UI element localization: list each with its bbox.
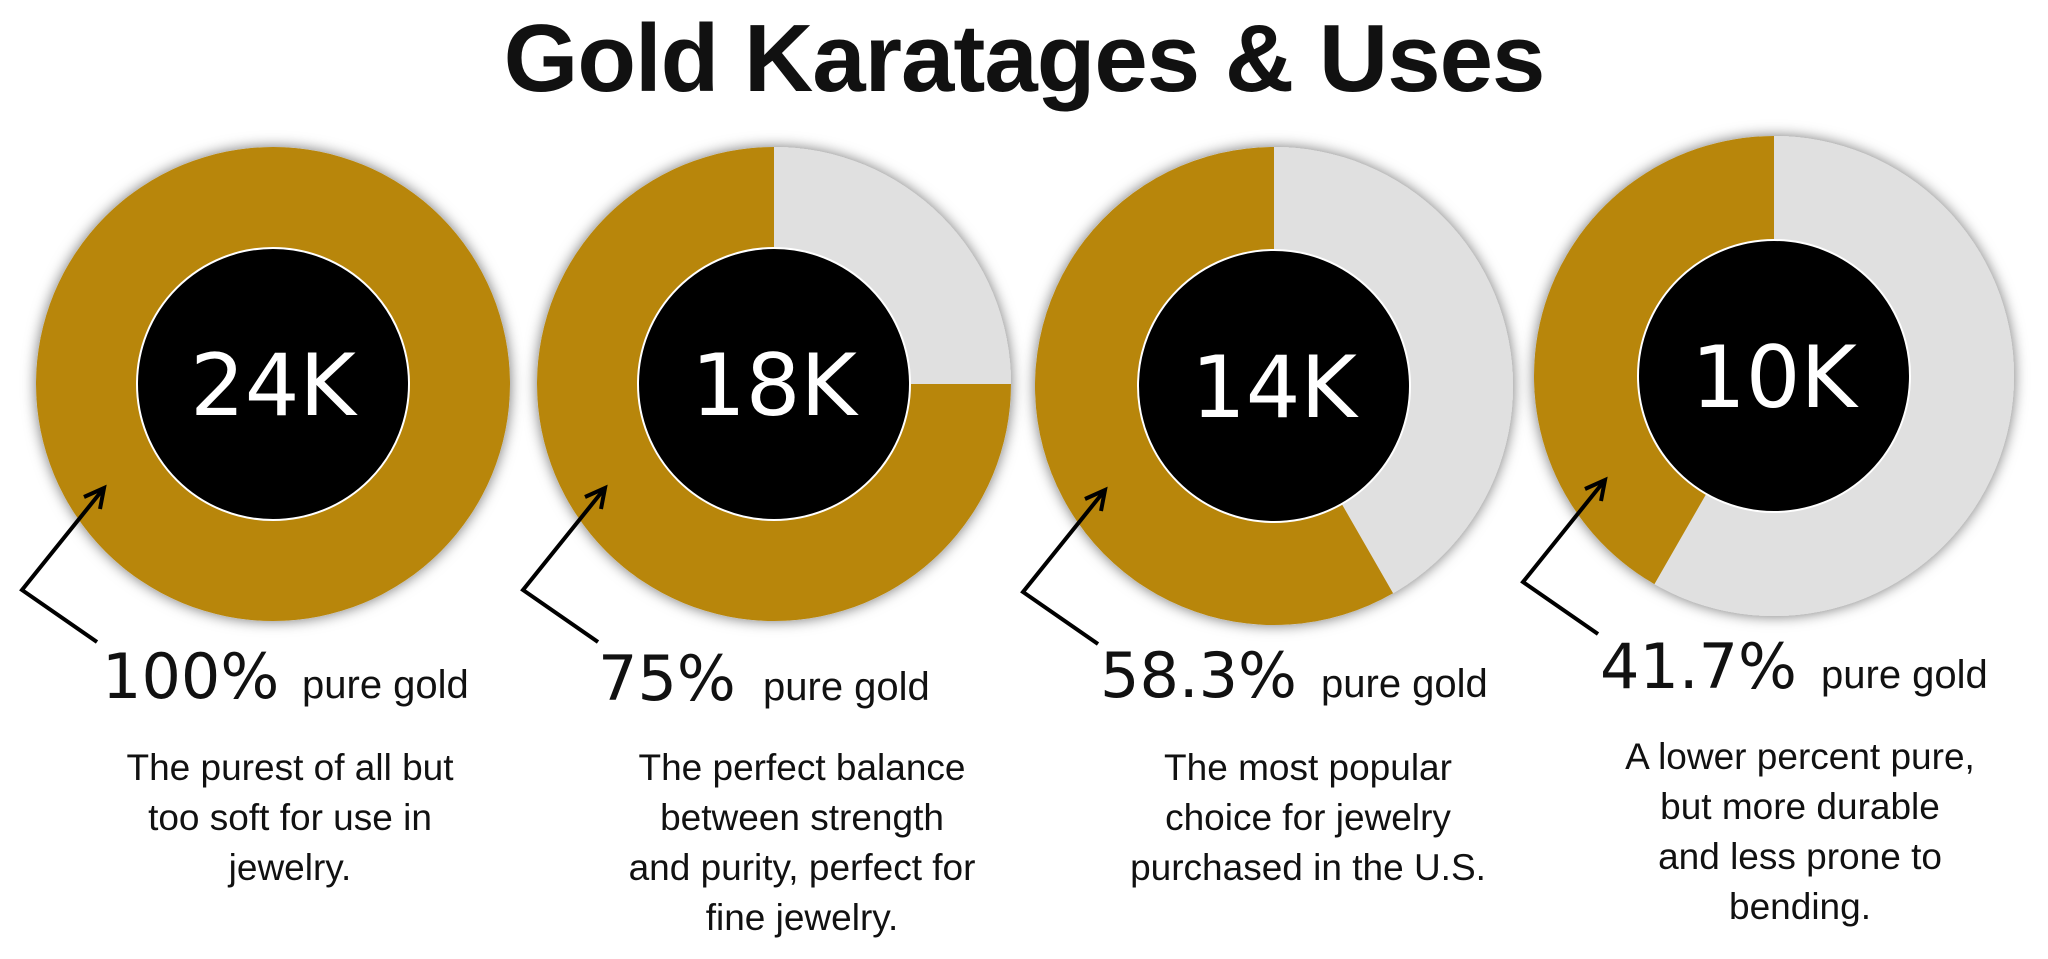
- description-24k: The purest of all but too soft for use in…: [80, 743, 500, 893]
- description-line: too soft for use in: [148, 797, 432, 838]
- page-title: Gold Karatages & Uses: [503, 5, 1546, 112]
- pure-gold-label: pure gold: [1821, 653, 1988, 697]
- description-line: The perfect balance: [638, 747, 966, 788]
- description-line: fine jewelry.: [705, 897, 899, 938]
- description-line: choice for jewelry: [1165, 797, 1451, 838]
- pointer-arrow-icon: [19, 484, 107, 644]
- pointer-arrow-icon: [520, 484, 608, 644]
- percent-label: 100%: [102, 640, 279, 713]
- description-line: The purest of all but: [126, 747, 454, 788]
- percent-label: 41.7%: [1600, 630, 1797, 703]
- pointer-arrow-icon: [1520, 476, 1608, 636]
- center-disc: [637, 247, 911, 521]
- karat-label: 10K: [1691, 328, 1859, 428]
- center-disc: [136, 247, 410, 521]
- description-line: purchased in the U.S.: [1130, 847, 1486, 888]
- description-line: but more durable: [1660, 786, 1940, 827]
- description-line: between strength: [660, 797, 944, 838]
- description-10k: A lower percent pure, but more durable and…: [1590, 732, 2010, 932]
- pure-gold-label: pure gold: [763, 665, 930, 709]
- karat-chart-18k: 18K 75% pure gold: [520, 147, 1011, 715]
- description-14k: The most popular choice for jewelry purcha…: [1098, 743, 1518, 893]
- karat-chart-14k: 14K 58.3% pure gold: [1020, 147, 1513, 712]
- description-18k: The perfect balance between strength and p…: [592, 743, 1012, 943]
- description-line: The most popular: [1164, 747, 1452, 788]
- description-line: jewelry.: [228, 847, 352, 888]
- percent-label: 58.3%: [1100, 639, 1297, 712]
- pointer-arrow-icon: [1020, 486, 1108, 646]
- percent-label: 75%: [598, 642, 736, 715]
- pure-gold-label: pure gold: [1321, 662, 1488, 706]
- description-line: A lower percent pure,: [1625, 736, 1975, 777]
- karat-label: 14K: [1191, 338, 1359, 438]
- karat-label: 24K: [190, 336, 358, 436]
- pure-gold-label: pure gold: [302, 663, 469, 707]
- karat-label: 18K: [691, 336, 859, 436]
- karat-chart-24k: 24K 100% pure gold: [19, 147, 510, 713]
- center-disc: [1637, 239, 1911, 513]
- center-disc: [1137, 249, 1411, 523]
- karat-chart-10k: 10K 41.7% pure gold: [1520, 136, 2014, 703]
- description-line: and less prone to: [1658, 836, 1942, 877]
- description-line: and purity, perfect for: [628, 847, 976, 888]
- description-line: bending.: [1729, 886, 1871, 927]
